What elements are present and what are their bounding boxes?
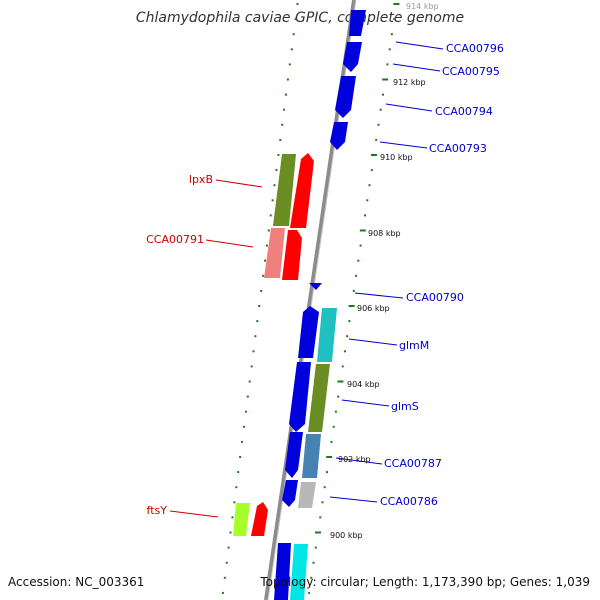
gene-blue-902[interactable]: [285, 432, 303, 478]
label-cca00796[interactable]: CCA00796: [446, 42, 504, 55]
label-glms[interactable]: glmS: [391, 400, 419, 413]
gene-ftsy[interactable]: [251, 502, 268, 536]
gene-labels: CCA00796 CCA00795 CCA00794 CCA00793 lpxB…: [146, 42, 504, 517]
label-cca00790[interactable]: CCA00790: [406, 291, 464, 304]
scale-label-910: 910 kbp: [380, 153, 413, 162]
gene-cca00791-pink[interactable]: [264, 228, 285, 278]
gene-cca00790[interactable]: [309, 283, 322, 290]
gene-lpxb-olive[interactable]: [273, 154, 296, 226]
scale-label-906: 906 kbp: [357, 304, 390, 313]
scale-label-914: 914 kbp: [406, 2, 439, 11]
label-cca00791[interactable]: CCA00791: [146, 233, 204, 246]
gene-ftsy-green[interactable]: [233, 503, 250, 536]
scale-label-908: 908 kbp: [368, 229, 401, 238]
label-cca00795[interactable]: CCA00795: [442, 65, 500, 78]
gene-grey-901[interactable]: [298, 482, 316, 508]
label-leaders: [169, 41, 444, 518]
gene-cyan-900[interactable]: [290, 544, 308, 600]
scale-label-900: 900 kbp: [330, 531, 363, 540]
label-lpxb[interactable]: lpxB: [189, 173, 213, 186]
scale-labels: 914 kbp 912 kbp 910 kbp 908 kbp 906 kbp …: [330, 2, 439, 540]
scale-label-904: 904 kbp: [347, 380, 380, 389]
gene-cca00791[interactable]: [282, 230, 302, 280]
gene-cca00796[interactable]: [349, 10, 366, 36]
label-glmm[interactable]: glmM: [399, 339, 429, 352]
reverse-genes: [233, 153, 314, 536]
gene-blue-900[interactable]: [274, 543, 291, 600]
gene-lpxb[interactable]: [290, 153, 314, 228]
scale-label-912: 912 kbp: [393, 78, 426, 87]
label-cca00787[interactable]: CCA00787: [384, 457, 442, 470]
label-cca00793[interactable]: CCA00793: [429, 142, 487, 155]
dotted-ring-ticks: [221, 3, 400, 594]
gene-cca00787[interactable]: [302, 434, 321, 478]
gene-blue-904a[interactable]: [298, 306, 319, 358]
label-ftsy[interactable]: ftsY: [147, 504, 168, 517]
scale-label-902: 902 kbp: [338, 455, 371, 464]
gene-cca00795[interactable]: [343, 42, 362, 72]
gene-blue-904b[interactable]: [289, 362, 311, 432]
outer-genes: [290, 308, 337, 600]
map-title: Chlamydophila caviae GPIC, complete geno…: [135, 10, 465, 26]
label-cca00794[interactable]: CCA00794: [435, 105, 493, 118]
gene-cca00793[interactable]: [330, 122, 348, 150]
gene-cca00794[interactable]: [335, 76, 356, 118]
gene-glms[interactable]: [308, 364, 330, 432]
gene-cca00786[interactable]: [282, 480, 298, 507]
accession-text: Accession: NC_003361: [8, 575, 145, 589]
gene-glmm[interactable]: [317, 308, 337, 362]
topology-text: Topology: circular; Length: 1,173,390 bp…: [260, 575, 590, 589]
label-cca00786[interactable]: CCA00786: [380, 495, 438, 508]
forward-genes: [274, 10, 366, 600]
